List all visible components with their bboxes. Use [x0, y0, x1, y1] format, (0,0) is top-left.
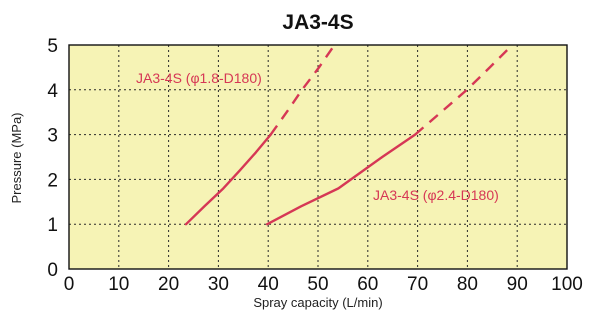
series-solid-line — [266, 133, 417, 226]
x-axis-label: Spray capacity (L/min) — [253, 295, 382, 310]
x-tick-label: 20 — [158, 274, 179, 295]
x-tick-label: 30 — [208, 274, 229, 295]
x-tick-label: 80 — [457, 274, 478, 295]
grid-layer — [69, 45, 567, 269]
axis-layer — [68, 44, 568, 270]
series-dashed-line — [414, 44, 514, 136]
y-tick-label: 2 — [47, 170, 58, 191]
chart-title: JA3-4S — [282, 11, 353, 34]
y-tick-label: 5 — [47, 36, 58, 57]
y-tick-label: 3 — [47, 126, 58, 147]
y-tick-label: 0 — [47, 260, 58, 281]
x-tick-label: 0 — [64, 274, 75, 295]
label-layer: JA3-4S (φ1.8-D180) JA3-4S (φ2.4-D180) — [136, 70, 499, 203]
x-tick-label: 40 — [258, 274, 279, 295]
x-tick-label: 90 — [507, 274, 528, 295]
series-solid-line — [184, 133, 272, 226]
x-tick-label: 100 — [551, 274, 583, 295]
y-tick-label: 1 — [47, 215, 58, 236]
plot-frame — [68, 44, 568, 270]
series-label: JA3-4S (φ1.8-D180) — [136, 70, 262, 86]
y-tick-label: 4 — [47, 81, 58, 102]
series-layer — [184, 44, 514, 226]
tick-layer: 0 10 20 30 40 50 60 70 80 90 100 0 1 2 3 4 5 — [47, 36, 582, 295]
x-tick-label: 60 — [357, 274, 378, 295]
x-tick-label: 70 — [407, 274, 428, 295]
x-tick-label: 50 — [307, 274, 328, 295]
y-axis-label: Pressure (MPa) — [9, 112, 24, 203]
series-label: JA3-4S (φ2.4-D180) — [373, 187, 499, 203]
x-tick-label: 10 — [108, 274, 129, 295]
